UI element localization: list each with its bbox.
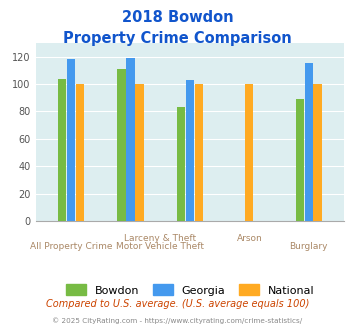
Text: 2018 Bowdon: 2018 Bowdon bbox=[122, 10, 233, 25]
Bar bbox=[177, 107, 185, 221]
Bar bbox=[313, 84, 322, 221]
Bar bbox=[135, 84, 144, 221]
Text: Motor Vehicle Theft: Motor Vehicle Theft bbox=[116, 243, 204, 251]
Text: Property Crime Comparison: Property Crime Comparison bbox=[63, 31, 292, 46]
Bar bbox=[195, 84, 203, 221]
Text: Arson: Arson bbox=[236, 234, 262, 243]
Legend: Bowdon, Georgia, National: Bowdon, Georgia, National bbox=[60, 279, 320, 301]
Bar bbox=[245, 84, 253, 221]
Text: Larceny & Theft: Larceny & Theft bbox=[124, 234, 196, 243]
Text: All Property Crime: All Property Crime bbox=[30, 243, 113, 251]
Bar bbox=[186, 80, 194, 221]
Text: © 2025 CityRating.com - https://www.cityrating.com/crime-statistics/: © 2025 CityRating.com - https://www.city… bbox=[53, 317, 302, 324]
Bar bbox=[67, 59, 75, 221]
Bar bbox=[305, 63, 313, 221]
Text: Compared to U.S. average. (U.S. average equals 100): Compared to U.S. average. (U.S. average … bbox=[46, 299, 309, 309]
Bar bbox=[126, 58, 135, 221]
Bar bbox=[76, 84, 84, 221]
Text: Burglary: Burglary bbox=[289, 243, 328, 251]
Bar bbox=[118, 69, 126, 221]
Bar bbox=[58, 79, 66, 221]
Bar bbox=[296, 99, 304, 221]
